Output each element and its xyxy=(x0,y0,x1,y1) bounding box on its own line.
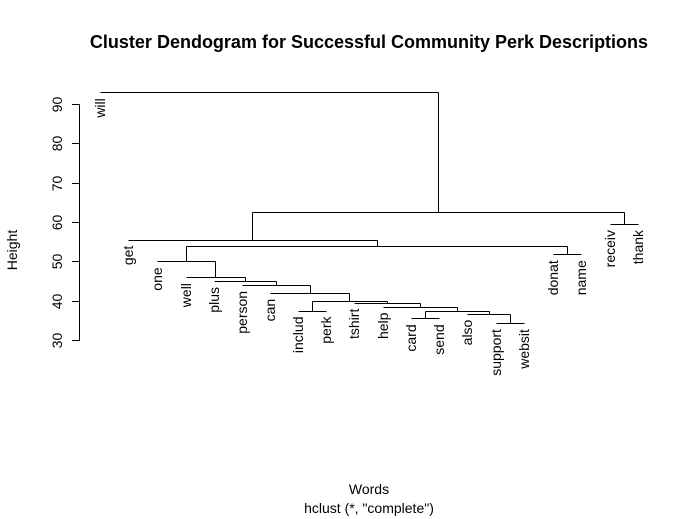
leaf-label: thank xyxy=(630,229,646,264)
x-axis-label: Words xyxy=(349,481,389,497)
leaf-label: donat xyxy=(545,260,561,295)
leaf-label: can xyxy=(262,299,278,322)
leaf-label: tshirt xyxy=(346,309,362,339)
chart-title: Cluster Dendogram for Successful Communi… xyxy=(90,32,648,52)
leaf-label: get xyxy=(120,246,136,266)
leaf-label: send xyxy=(431,324,447,354)
leaf-label: person xyxy=(234,291,250,334)
y-tick-label: 40 xyxy=(49,294,65,310)
y-tick-label: 90 xyxy=(49,97,65,113)
y-tick-label: 50 xyxy=(49,254,65,270)
y-tick-label: 80 xyxy=(49,136,65,152)
leaf-label: includ xyxy=(290,317,306,354)
x-axis-subtitle: hclust (*, "complete") xyxy=(304,500,434,516)
y-axis: 30 40 50 60 70 80 90 xyxy=(49,97,80,349)
y-tick-label: 30 xyxy=(49,333,65,349)
leaf-label: name xyxy=(573,260,589,295)
leaf-label: also xyxy=(459,319,475,345)
y-tick-label: 70 xyxy=(49,176,65,192)
y-axis-label: Height xyxy=(4,230,20,271)
leaf-label: plus xyxy=(206,287,222,313)
leaf-label: well xyxy=(178,283,194,308)
y-tick-label: 60 xyxy=(49,215,65,231)
leaf-label: help xyxy=(375,312,391,339)
leaf-label: support xyxy=(488,329,504,376)
dendrogram-branches xyxy=(100,92,639,324)
leaf-label: perk xyxy=(318,316,334,344)
leaf-label: websit xyxy=(516,329,532,370)
leaf-label: card xyxy=(403,324,419,351)
leaf-label: receiv xyxy=(602,230,618,267)
leaf-label: one xyxy=(149,267,165,291)
leaf-label: will xyxy=(92,98,108,118)
